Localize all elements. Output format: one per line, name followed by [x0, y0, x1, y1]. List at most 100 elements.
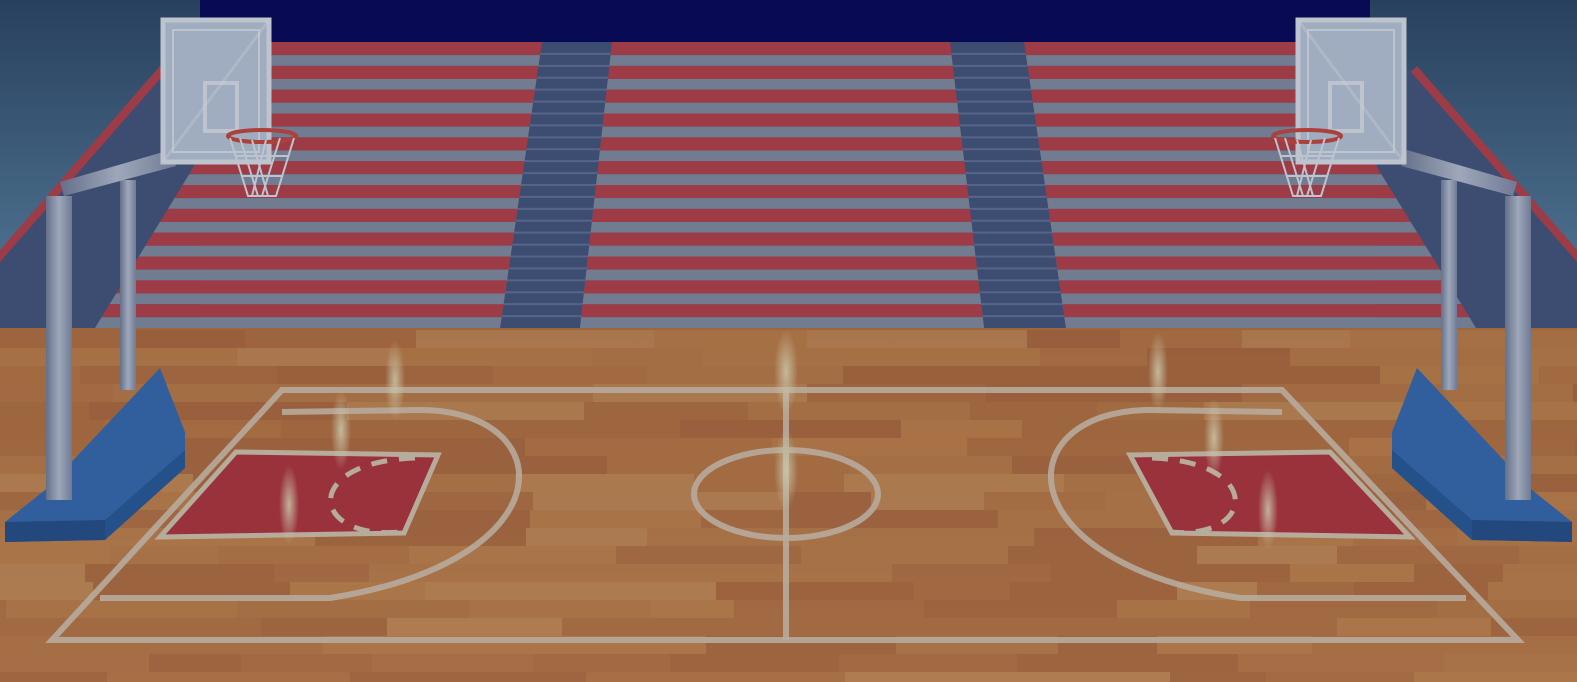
floor-plank: [525, 438, 772, 456]
seat-row: [159, 208, 518, 222]
rim-left: [226, 128, 298, 144]
seat-step: [124, 269, 509, 281]
seat-row: [247, 65, 539, 79]
floor-plank: [122, 330, 245, 348]
floor-plank: [1027, 330, 1120, 348]
seat-step: [609, 55, 953, 66]
seat-row: [130, 256, 511, 270]
floor-plank: [1059, 618, 1198, 636]
seat-row: [1048, 208, 1411, 222]
floor-plank: [425, 582, 598, 600]
floor-plank: [392, 348, 592, 366]
floor-plank: [1290, 348, 1384, 366]
seat-row: [597, 161, 966, 175]
floor-plank: [0, 672, 107, 682]
floor-plank: [735, 672, 845, 682]
backboard-right: [1295, 17, 1407, 165]
seat-section-center: [580, 42, 984, 328]
floor-plank: [716, 582, 914, 600]
floor-plank: [1120, 330, 1242, 348]
floor-plank: [1350, 330, 1517, 348]
seat-step: [588, 245, 976, 257]
floor-plank: [586, 672, 735, 682]
floor-plank: [0, 564, 85, 582]
floor-plank: [1010, 582, 1177, 600]
floor-plank: [1204, 402, 1409, 420]
floor-plank: [886, 528, 1034, 546]
floor-plank: [1437, 600, 1577, 618]
seat-row: [1062, 304, 1470, 318]
key-arc-left: [328, 455, 416, 536]
floor-light-reflections: [279, 330, 1278, 550]
floor-plank: [409, 546, 616, 564]
floor-plank: [107, 672, 350, 682]
seat-step: [138, 245, 513, 257]
floor-plank: [616, 546, 801, 564]
seat-step: [167, 198, 520, 209]
floor-plank: [80, 366, 277, 384]
seat-row: [610, 42, 952, 56]
floor-plank: [748, 402, 970, 420]
seat-step: [1029, 78, 1330, 90]
floor-plank: [598, 582, 716, 600]
seat-step: [1053, 245, 1432, 257]
floor-plank: [1022, 420, 1244, 438]
seat-row: [591, 208, 972, 222]
floor-plank: [0, 582, 93, 600]
floor-plank: [1517, 330, 1577, 348]
floor-plank: [562, 618, 811, 636]
floor-plank: [85, 564, 274, 582]
floor-plank: [1488, 582, 1577, 600]
seat-step: [1060, 293, 1462, 305]
floor-plank: [1337, 546, 1519, 564]
floor-plank: [397, 492, 533, 510]
floor-plank: [1503, 564, 1577, 582]
floor-plank: [1117, 600, 1250, 618]
seat-row: [218, 113, 532, 127]
seat-step: [153, 221, 516, 233]
floor-plank: [844, 474, 1064, 492]
floor-plank: [654, 330, 807, 348]
floor-plank: [651, 600, 734, 618]
seat-step: [255, 55, 541, 66]
floor-plank: [274, 564, 369, 582]
seat-step: [606, 78, 956, 90]
floor-plank: [1266, 672, 1414, 682]
arena-ceiling-bar: [200, 0, 1370, 42]
seat-row: [101, 304, 504, 318]
floor-plank: [408, 456, 607, 474]
floor-plank: [1238, 654, 1444, 672]
floor-plank: [1242, 330, 1350, 348]
seat-row: [189, 161, 525, 175]
paint-left: [154, 449, 442, 540]
seat-step: [604, 102, 959, 114]
seat-step: [598, 150, 965, 162]
floor-plank: [694, 474, 844, 492]
seat-row: [607, 65, 955, 79]
floor-plank: [1198, 618, 1337, 636]
floor-plank: [734, 600, 924, 618]
floor-plank: [1244, 420, 1353, 438]
floor-plank: [1444, 654, 1539, 672]
floor-plank: [1147, 348, 1290, 366]
floor-plank: [981, 366, 1150, 384]
floor-plank: [350, 672, 586, 682]
seat-row: [1045, 185, 1397, 199]
seat-step: [109, 293, 506, 305]
floor-plank: [1040, 348, 1147, 366]
floor-plank: [0, 600, 6, 618]
floor-plank: [843, 366, 981, 384]
floor-plank: [984, 492, 1105, 510]
floor-plank: [0, 654, 149, 672]
seat-step: [596, 174, 967, 185]
seat-row: [1052, 232, 1426, 246]
floor-plank: [670, 654, 839, 672]
floor-plank: [914, 582, 1010, 600]
key-arc-right: [1151, 455, 1238, 536]
rim-right: [1271, 128, 1343, 144]
seat-step: [582, 293, 982, 305]
floor-plank: [1519, 546, 1577, 564]
seat-row: [583, 280, 980, 294]
floor-plank: [785, 492, 871, 510]
